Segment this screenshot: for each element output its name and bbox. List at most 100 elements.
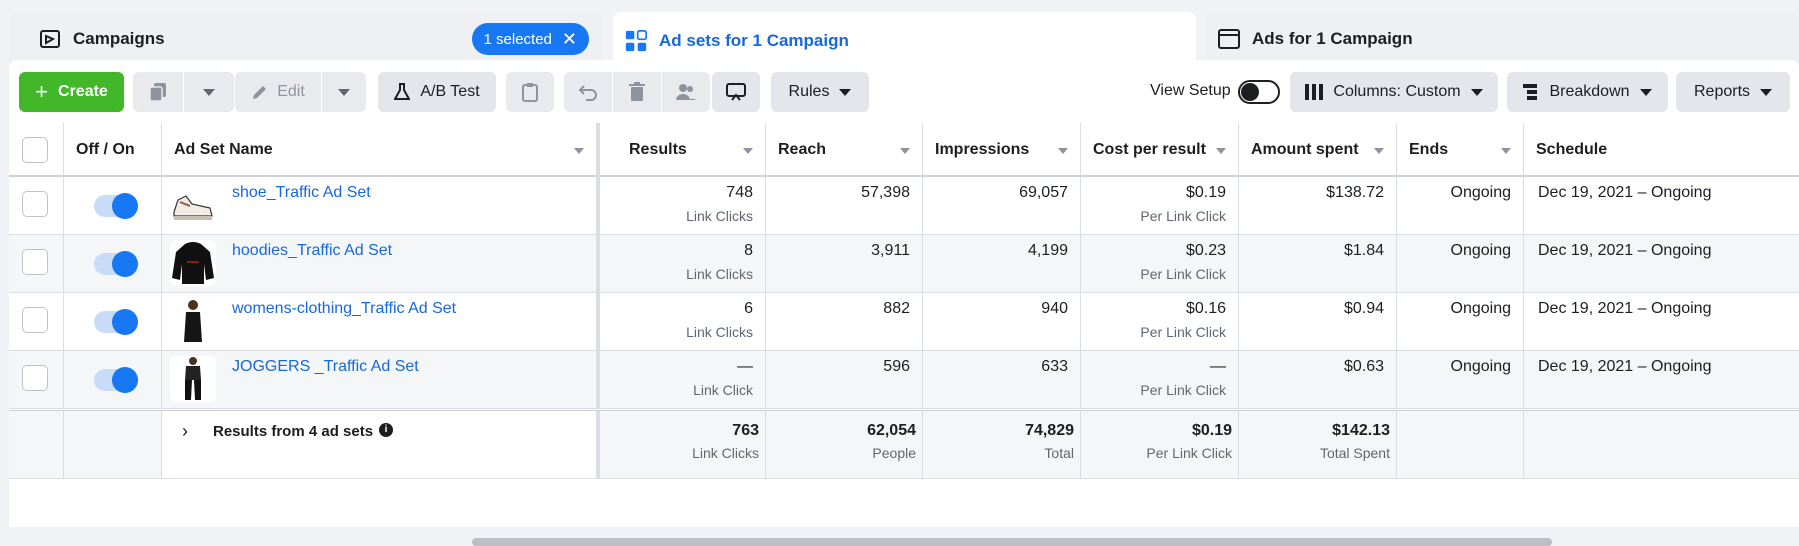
rules-button[interactable]: Rules [771, 72, 869, 112]
tab-campaigns[interactable]: Campaigns 1 selected ✕ [9, 12, 603, 66]
duplicate-button[interactable] [133, 72, 183, 112]
col-impressions[interactable]: Impressions [923, 123, 1081, 177]
row-reach-cell: 3,911 [766, 235, 923, 292]
totals-impressions-sub: Total [1044, 445, 1074, 461]
chevron-down-icon [1760, 88, 1773, 96]
ad-set-name-link[interactable]: womens-clothing_Traffic Ad Set [232, 300, 457, 317]
totals-reach-sub: People [872, 445, 916, 461]
clipboard-button[interactable] [506, 72, 554, 112]
row-reach-cell: 596 [766, 351, 923, 408]
select-all-checkbox[interactable] [22, 137, 48, 163]
duplicate-dropdown[interactable] [184, 72, 234, 112]
tab-campaigns-label: Campaigns [73, 29, 165, 48]
row-checkbox[interactable] [22, 365, 48, 391]
row-checkbox[interactable] [22, 307, 48, 333]
col-amount-spent[interactable]: Amount spent [1239, 123, 1397, 177]
table-header: Off / On Ad Set Name Results Reach Impre… [9, 123, 1799, 177]
col-ad-set-name[interactable]: Ad Set Name [162, 123, 600, 177]
col-off-on[interactable]: Off / On [64, 123, 162, 177]
col-schedule[interactable]: Schedule [1524, 123, 1799, 177]
ad-set-toggle[interactable] [94, 193, 138, 219]
row-spent-cell: $138.72 [1239, 177, 1397, 234]
row-toggle-cell [64, 235, 162, 292]
results-value: 6 [744, 300, 753, 317]
results-value: — [737, 358, 753, 375]
horizontal-scrollbar[interactable] [472, 538, 1552, 546]
columns-label: Columns: Custom [1333, 83, 1461, 100]
ad-set-name-link[interactable]: JOGGERS _Traffic Ad Set [232, 358, 419, 375]
results-sub: Link Clicks [686, 266, 753, 282]
row-spent-cell: $0.63 [1239, 351, 1397, 408]
reports-button[interactable]: Reports [1676, 72, 1790, 112]
ad-set-toggle[interactable] [94, 367, 138, 393]
ad-set-toggle[interactable] [94, 251, 138, 277]
table-row[interactable]: womens-clothing_Traffic Ad Set 6 Link Cl… [9, 293, 1799, 351]
col-label: Schedule [1536, 141, 1608, 158]
delete-button[interactable] [613, 72, 661, 112]
reach-value: 882 [883, 300, 910, 317]
trash-icon [629, 82, 645, 101]
plus-icon: + [35, 79, 49, 104]
ad-set-name-link[interactable]: hoodies_Traffic Ad Set [232, 242, 393, 259]
schedule-value: Dec 19, 2021 – Ongoing [1538, 184, 1712, 201]
undo-button[interactable] [564, 72, 612, 112]
row-check-cell [9, 235, 64, 292]
row-name-cell: shoe_Traffic Ad Set [162, 177, 600, 234]
totals-cell-ends [1397, 411, 1524, 478]
totals-row: › Results from 4 ad sets i 763 Link Clic… [9, 410, 1799, 479]
col-cost-per-result[interactable]: Cost per result [1081, 123, 1239, 177]
row-checkbox[interactable] [22, 191, 48, 217]
totals-cost: $0.19 [1191, 422, 1232, 439]
totals-cell-reach: 62,054 People [766, 411, 923, 478]
cost-value: $0.23 [1185, 242, 1226, 259]
select-all-cell [9, 123, 64, 177]
row-checkbox[interactable] [22, 249, 48, 275]
sort-icon [1501, 148, 1511, 154]
view-setup-toggle[interactable] [1238, 80, 1280, 104]
sort-icon [1216, 148, 1226, 154]
selected-count-pill[interactable]: 1 selected ✕ [471, 23, 589, 55]
chevron-right-icon[interactable]: › [182, 421, 188, 441]
totals-cell-spent: $142.13 Total Spent [1239, 411, 1397, 478]
row-schedule-cell: Dec 19, 2021 – Ongoing [1524, 351, 1799, 408]
row-cost-cell: — Per Link Click [1081, 351, 1239, 408]
col-ends[interactable]: Ends [1397, 123, 1524, 177]
row-ends-cell: Ongoing [1397, 177, 1524, 234]
tab-ads-label: Ads for 1 Campaign [1252, 29, 1413, 48]
totals-spent-sub: Total Spent [1319, 445, 1390, 461]
ab-test-button[interactable]: A/B Test [378, 72, 496, 112]
results-value: 748 [726, 184, 753, 201]
table-row[interactable]: JOGGERS _Traffic Ad Set — Link Click 596… [9, 351, 1799, 409]
table-row[interactable]: shoe_Traffic Ad Set 748 Link Clicks 57,3… [9, 177, 1799, 235]
ad-set-name-link[interactable]: shoe_Traffic Ad Set [232, 184, 371, 201]
spent-value: $0.94 [1343, 300, 1384, 317]
breakdown-button[interactable]: Breakdown [1507, 72, 1668, 112]
columns-button[interactable]: Columns: Custom [1290, 72, 1498, 112]
sort-icon [1058, 148, 1068, 154]
preview-button[interactable] [712, 72, 760, 112]
cost-sub: Per Link Click [1140, 208, 1226, 224]
row-reach-cell: 882 [766, 293, 923, 350]
edit-dropdown[interactable] [322, 72, 366, 112]
row-cost-cell: $0.23 Per Link Click [1081, 235, 1239, 292]
people-icon [676, 84, 696, 100]
ad-set-toggle[interactable] [94, 309, 138, 335]
edit-label: Edit [277, 83, 305, 100]
selected-count-label: 1 selected [483, 30, 552, 48]
tab-ads[interactable]: Ads for 1 Campaign [1206, 12, 1799, 66]
totals-cell-name: › Results from 4 ad sets i [162, 411, 600, 478]
edit-button[interactable]: Edit [235, 72, 321, 112]
col-results[interactable]: Results [607, 123, 766, 177]
audience-button[interactable] [662, 72, 710, 112]
clipboard-icon [522, 83, 538, 102]
create-button[interactable]: + Create [19, 72, 124, 112]
rules-label: Rules [788, 83, 830, 100]
close-icon[interactable]: ✕ [561, 28, 577, 49]
impressions-value: 633 [1041, 358, 1068, 375]
ends-value: Ongoing [1450, 242, 1512, 259]
row-schedule-cell: Dec 19, 2021 – Ongoing [1524, 177, 1799, 234]
cost-sub: Per Link Click [1140, 382, 1226, 398]
col-reach[interactable]: Reach [766, 123, 923, 177]
info-icon[interactable]: i [379, 423, 393, 437]
table-row[interactable]: hoodies_Traffic Ad Set 8 Link Clicks 3,9… [9, 235, 1799, 293]
